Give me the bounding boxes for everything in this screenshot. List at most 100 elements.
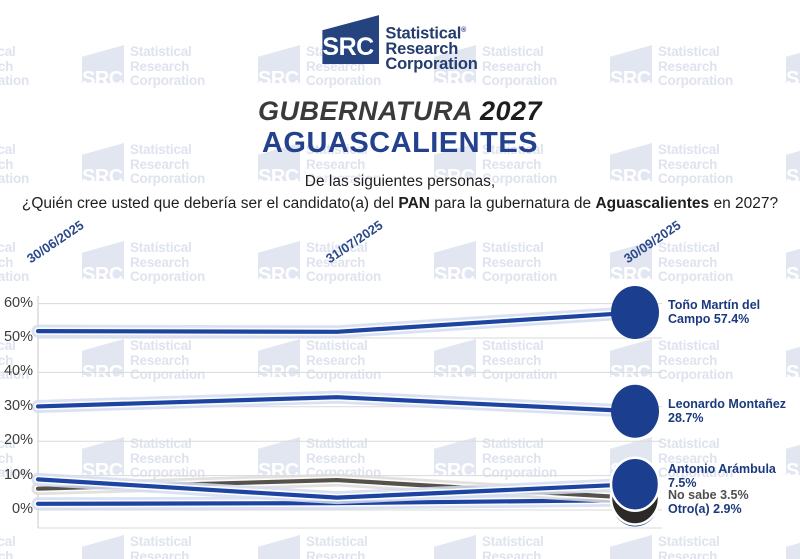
watermark-logo-icon: SRC bbox=[610, 45, 654, 89]
y-axis-tick: 60% bbox=[3, 294, 33, 311]
y-axis-tick: 10% bbox=[3, 466, 33, 483]
src-logo: SRC Statistical® Research Corporation bbox=[0, 15, 800, 72]
watermark-letters: SRC bbox=[610, 264, 651, 286]
watermark-letters: SRC bbox=[786, 166, 800, 188]
watermark-logo-icon: SRC bbox=[610, 143, 654, 188]
watermark-logo-icon: SRC bbox=[786, 143, 800, 188]
watermark-letters: SRC bbox=[434, 166, 475, 188]
watermark-logo-icon: SRC bbox=[258, 339, 302, 384]
y-axis-tick: 0% bbox=[12, 501, 33, 517]
question-line-1: De las siguientes personas, bbox=[304, 173, 496, 190]
series-label-otro-a: Otro(a) 2.9% bbox=[668, 502, 742, 516]
watermark-letters: SRC bbox=[82, 166, 123, 188]
watermark-letters: SRC bbox=[786, 68, 800, 90]
watermark-letters: SRC bbox=[786, 460, 800, 482]
src-logo-text: Statistical® Research Corporation bbox=[385, 15, 477, 72]
watermark-letters: SRC bbox=[610, 166, 651, 188]
watermark-logo-icon: SRC bbox=[434, 45, 478, 89]
logo-line-corporation: Corporation bbox=[385, 54, 478, 73]
watermark-logo-icon: SRC bbox=[610, 241, 654, 286]
watermark-logo-icon: SRC bbox=[258, 241, 302, 285]
src-logo-mark-icon: SRC bbox=[322, 15, 380, 64]
trend-line-antonio-ara-mbula bbox=[35, 477, 638, 500]
page-title: GUBERNATURA 2027 bbox=[257, 96, 543, 126]
y-axis-tick: 20% bbox=[3, 432, 33, 449]
watermark-letters: SRC bbox=[258, 362, 299, 384]
marker-leonardo-montan-ez bbox=[611, 384, 659, 438]
trend-line-ton-o-marti-n-del-campo bbox=[35, 310, 638, 334]
y-axis-tick: 40% bbox=[3, 363, 33, 380]
watermark-letters: SRC bbox=[258, 166, 299, 188]
watermark-logo-icon: SRC bbox=[434, 535, 478, 559]
watermark-logo-icon: SRC bbox=[434, 143, 478, 188]
watermark-logo-icon: SRC bbox=[82, 45, 126, 90]
marker-antonio-ara-mbula bbox=[609, 456, 661, 512]
watermark-letters: SRC bbox=[434, 264, 475, 286]
src-logo-letters: SRC bbox=[322, 33, 374, 61]
series-label-ton-o-marti-n-del-campo: Toño Martín del Campo 57.4% bbox=[668, 298, 761, 326]
watermark-letters: SRC bbox=[786, 362, 800, 384]
watermark-letters: SRC bbox=[82, 264, 123, 286]
question-text: ¿Quién cree usted que debería ser el can… bbox=[21, 195, 399, 212]
series-label-antonio-ara-mbula: Antonio Arámbula 7.5% bbox=[668, 462, 776, 490]
watermark-letters: SRC bbox=[82, 68, 123, 90]
question-text: para la gubernatura de bbox=[429, 195, 596, 212]
y-axis-tick: 50% bbox=[3, 329, 33, 345]
watermark-logo-icon: SRC bbox=[610, 339, 654, 383]
watermark-logo-icon: SRC bbox=[82, 241, 126, 286]
watermark-logo-icon: SRC bbox=[82, 535, 126, 559]
watermark-logo-icon: SRC bbox=[258, 535, 302, 559]
watermark-logo-icon: SRC bbox=[258, 143, 302, 188]
trend-line-leonardo-montan-ez bbox=[35, 395, 638, 414]
watermark-logo-icon: SRC bbox=[786, 437, 800, 482]
question-bold-term: Aguascalientes bbox=[595, 195, 710, 212]
